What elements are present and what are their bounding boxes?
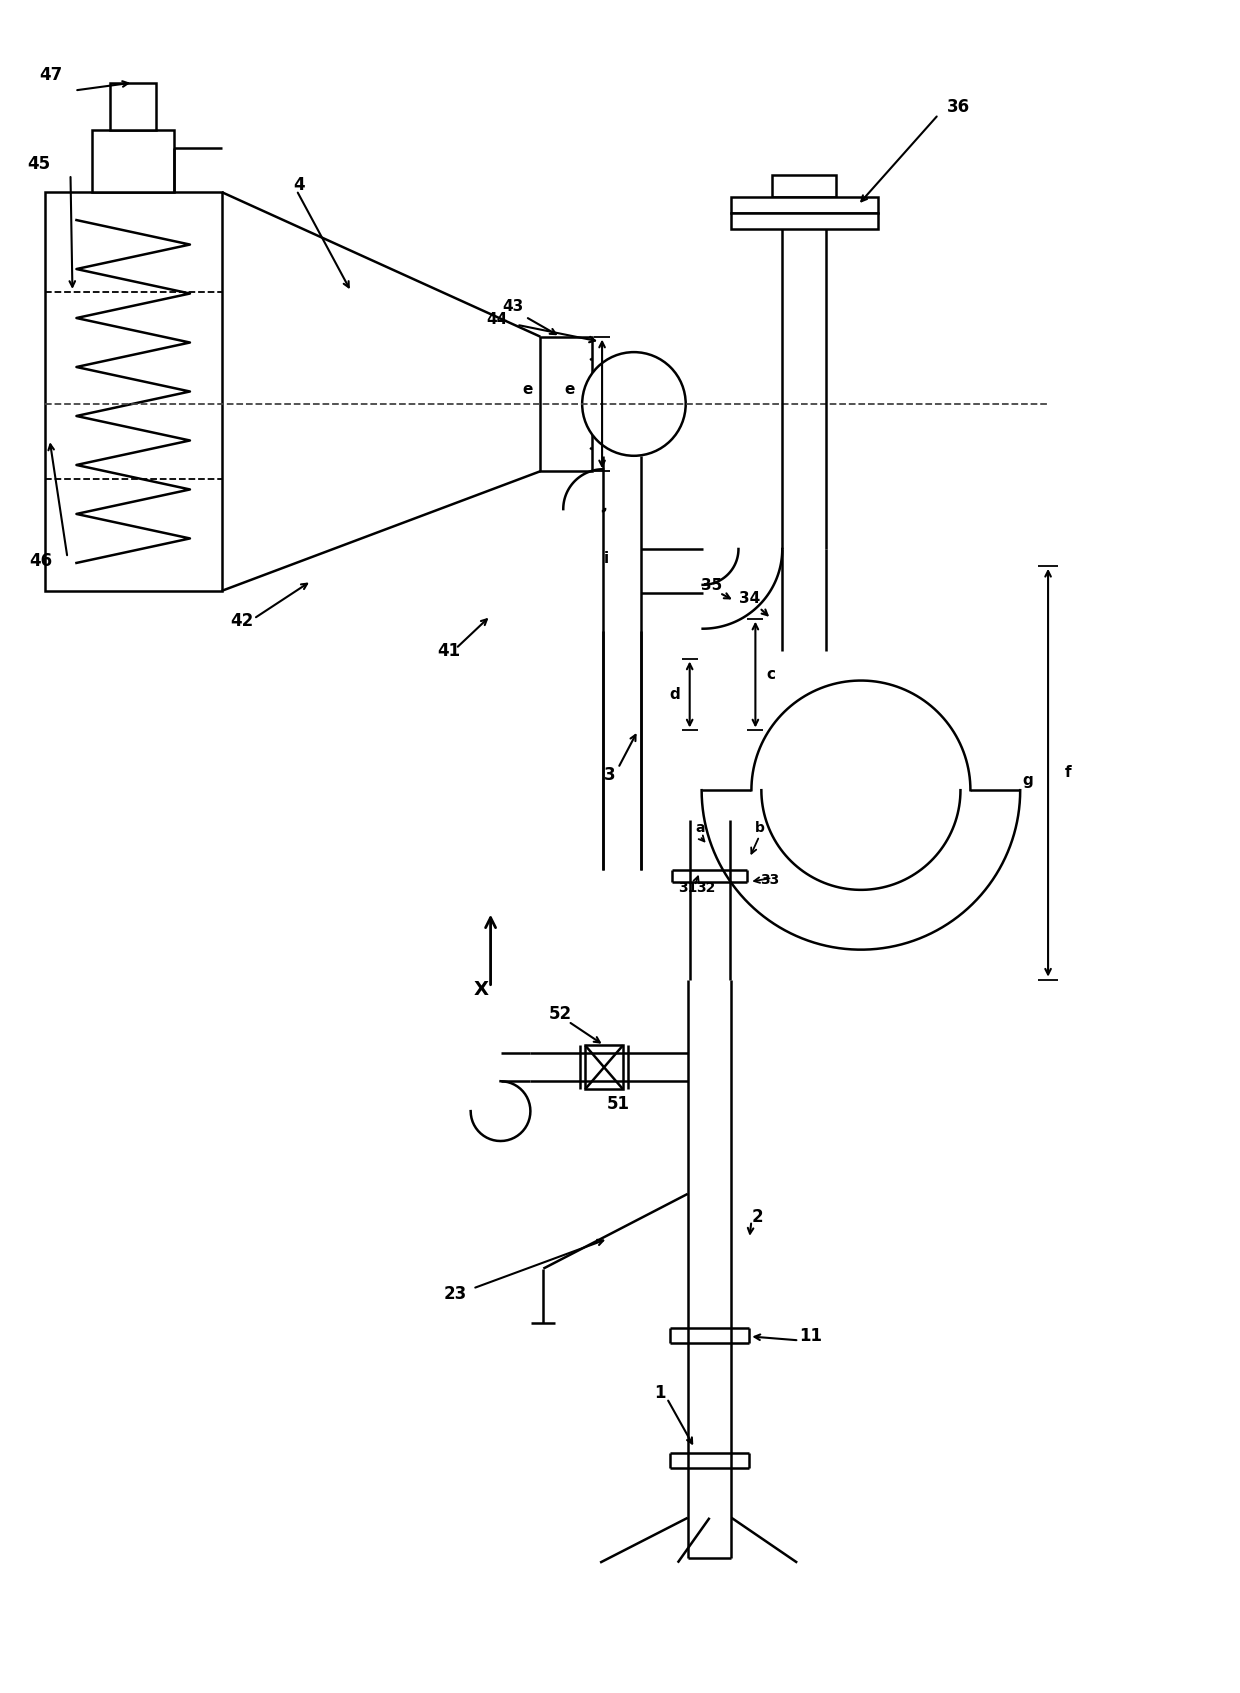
Text: 11: 11 xyxy=(800,1327,822,1346)
Text: 46: 46 xyxy=(29,552,52,571)
Text: g: g xyxy=(1023,772,1033,787)
Text: f: f xyxy=(1065,765,1071,780)
Bar xyxy=(730,213,878,229)
Text: i: i xyxy=(604,552,609,567)
Text: 23: 23 xyxy=(444,1285,467,1302)
Bar xyxy=(773,174,836,196)
Text: 32: 32 xyxy=(696,880,715,896)
Text: a: a xyxy=(694,821,704,835)
Text: 36: 36 xyxy=(947,98,970,117)
Text: 1: 1 xyxy=(653,1385,666,1402)
Text: X: X xyxy=(474,980,489,999)
Bar xyxy=(45,191,222,591)
Text: 51: 51 xyxy=(606,1095,630,1114)
Text: 45: 45 xyxy=(27,156,50,173)
Text: 2: 2 xyxy=(751,1207,763,1226)
Text: 34: 34 xyxy=(739,591,760,606)
Bar xyxy=(585,1045,622,1089)
Text: 52: 52 xyxy=(549,1006,572,1024)
Bar xyxy=(93,130,174,191)
Text: 35: 35 xyxy=(701,579,722,593)
Bar xyxy=(541,337,593,471)
Text: e: e xyxy=(522,383,533,396)
Text: 31: 31 xyxy=(678,880,697,896)
Text: b: b xyxy=(754,821,764,835)
Text: 43: 43 xyxy=(502,300,523,315)
Text: e: e xyxy=(564,383,574,396)
Text: 41: 41 xyxy=(438,642,460,660)
Bar xyxy=(110,83,156,130)
Text: c: c xyxy=(766,667,776,682)
Text: 4: 4 xyxy=(294,176,305,195)
Circle shape xyxy=(582,352,686,455)
Text: 42: 42 xyxy=(231,611,253,630)
Text: 44: 44 xyxy=(486,312,507,327)
Bar xyxy=(730,196,878,213)
Text: 3: 3 xyxy=(604,767,616,784)
Text: 47: 47 xyxy=(38,66,62,83)
Text: 33: 33 xyxy=(760,874,779,887)
Text: d: d xyxy=(670,687,680,703)
